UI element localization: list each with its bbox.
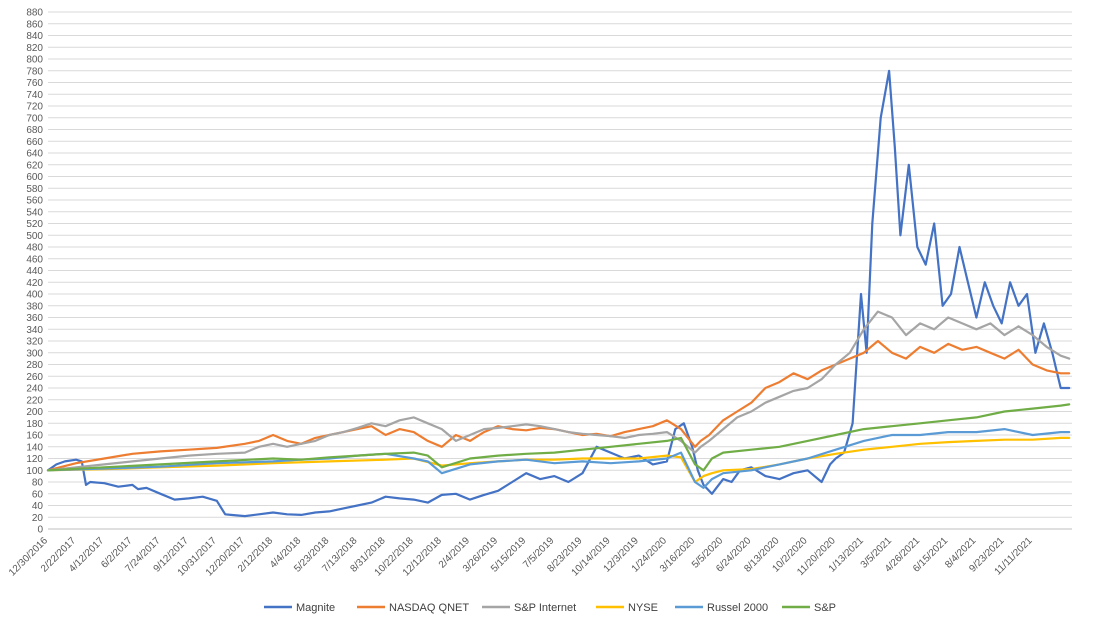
y-tick-label: 840 [26,31,43,42]
y-tick-label: 120 [26,454,43,465]
y-tick-label: 620 [26,160,43,171]
y-tick-label: 440 [26,266,43,277]
y-tick-label: 300 [26,348,43,359]
y-tick-label: 800 [26,55,43,66]
series-line-nasdaq-qnet [46,339,1071,472]
y-tick-label: 280 [26,360,43,371]
y-tick-label: 640 [26,149,43,160]
legend-label: NYSE [628,602,658,614]
series-line-s-p [46,403,1071,472]
y-tick-label: 700 [26,113,43,124]
y-tick-label: 60 [32,489,44,500]
y-axis-ticks: 0204060801001201401601802002202402602803… [26,8,43,536]
y-tick-label: 320 [26,337,43,348]
y-tick-label: 260 [26,372,43,383]
y-tick-label: 860 [26,19,43,30]
y-tick-label: 660 [26,137,43,148]
y-tick-label: 180 [26,419,43,430]
y-tick-label: 560 [26,196,43,207]
y-tick-label: 680 [26,125,43,136]
y-tick-label: 540 [26,207,43,218]
y-tick-label: 100 [26,466,43,477]
legend: Magnite NASDAQ QNET S&P Internet NYSE Russel… [264,602,836,614]
y-tick-label: 820 [26,43,43,54]
series-lines [46,69,1071,518]
y-tick-label: 40 [32,501,44,512]
legend-label: S&P [814,602,836,614]
gridlines [48,11,1072,530]
legend-label: S&P Internet [514,602,576,614]
legend-label: NASDAQ QNET [389,602,469,614]
y-tick-label: 720 [26,102,43,113]
y-tick-label: 460 [26,254,43,265]
y-tick-label: 880 [26,8,43,19]
series-line-nyse [46,436,1071,484]
y-tick-label: 80 [32,478,44,489]
y-tick-label: 140 [26,442,43,453]
y-tick-label: 740 [26,90,43,101]
y-tick-label: 160 [26,431,43,442]
series-line-s-p-internet [46,310,1071,472]
y-tick-label: 340 [26,325,43,336]
y-tick-label: 780 [26,66,43,77]
y-tick-label: 380 [26,301,43,312]
y-tick-label: 500 [26,231,43,242]
y-tick-label: 520 [26,219,43,230]
y-tick-label: 200 [26,407,43,418]
x-axis-ticks: 12/30/20162/22/20174/12/20176/2/20177/24… [7,535,1035,578]
y-tick-label: 480 [26,243,43,254]
y-tick-label: 20 [32,513,44,524]
legend-label: Magnite [296,602,335,614]
y-tick-label: 420 [26,278,43,289]
y-tick-label: 220 [26,395,43,406]
legend-label: Russel 2000 [707,602,768,614]
y-tick-label: 760 [26,78,43,89]
y-tick-label: 400 [26,290,43,301]
y-tick-label: 600 [26,172,43,183]
y-tick-label: 240 [26,384,43,395]
y-tick-label: 580 [26,184,43,195]
y-tick-label: 0 [37,525,43,536]
y-tick-label: 360 [26,313,43,324]
